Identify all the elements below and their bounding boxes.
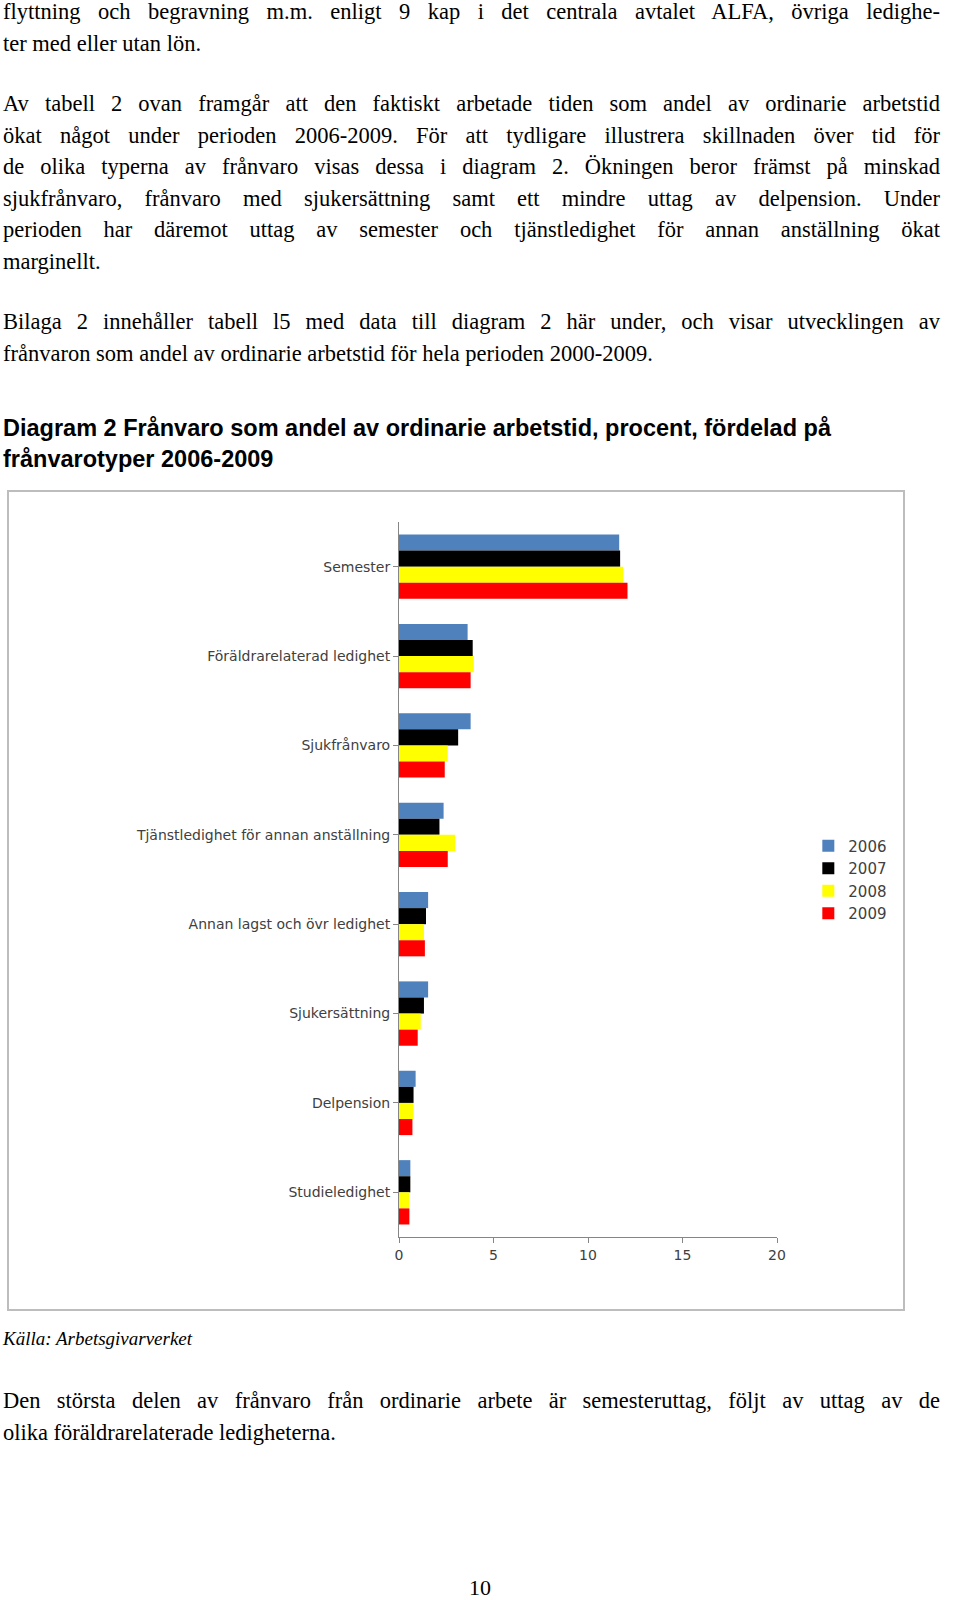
svg-text:Annan lagst och övr ledighet: Annan lagst och övr ledighet xyxy=(189,916,391,932)
html-text:frånvarotyper 2006-2009: frånvarotyper 2006-2009 xyxy=(3,446,274,472)
svg-text:Tjänstledighet för annan anstä: Tjänstledighet för annan anställning xyxy=(136,827,390,843)
html-text:ter med eller utan lön.: ter med eller utan lön. xyxy=(3,30,202,56)
svg-text:0: 0 xyxy=(395,1247,404,1263)
html-text:Den största delen av frånvaro: Den största delen av frånvaro från ordin… xyxy=(3,1388,940,1413)
svg-text:Delpension: Delpension xyxy=(312,1095,390,1111)
svg-text:10: 10 xyxy=(579,1247,597,1263)
svg-text:2007: 2007 xyxy=(848,860,886,878)
html-text:Bilaga 2 innehåller tabell l5: Bilaga 2 innehåller tabell l5 med data t… xyxy=(3,309,940,334)
html-text:marginellt.: marginellt. xyxy=(3,248,101,274)
html-text:de olika typerna av frånvaro v: de olika typerna av frånvaro visas dessa… xyxy=(3,154,940,179)
html-text:perioden har däremot uttag av: perioden har däremot uttag av semester o… xyxy=(3,217,940,242)
svg-text:2009: 2009 xyxy=(848,905,886,923)
svg-text:Sjukfrånvaro: Sjukfrånvaro xyxy=(301,737,390,753)
html-text:Av tabell 2 ovan framgår att d: Av tabell 2 ovan framgår att den faktisk… xyxy=(3,91,940,116)
svg-text:Sjukersättning: Sjukersättning xyxy=(289,1005,390,1021)
html-text:ökat något under perioden 2006: ökat något under perioden 2006-2009. För… xyxy=(3,122,940,148)
html-text:frånvaron som andel av ordinar: frånvaron som andel av ordinarie arbetst… xyxy=(3,340,653,366)
svg-text:15: 15 xyxy=(674,1247,692,1263)
html-text:flyttning och begravning m.m.: flyttning och begravning m.m. enligt 9 k… xyxy=(3,0,940,24)
html-text:10: 10 xyxy=(469,1575,491,1600)
html-text:Diagram 2 Frånvaro som andel a: Diagram 2 Frånvaro som andel av ordinari… xyxy=(3,415,831,441)
svg-text:2006: 2006 xyxy=(848,838,886,856)
html-text:olika föräldrarelaterade ledig: olika föräldrarelaterade ledigheterna. xyxy=(3,1419,336,1445)
svg-text:20: 20 xyxy=(768,1247,786,1263)
svg-text:Semester: Semester xyxy=(323,559,390,575)
svg-text:5: 5 xyxy=(489,1247,498,1263)
svg-text:2008: 2008 xyxy=(848,883,886,901)
html-text:Källa: Arbetsgivarverket: Källa: Arbetsgivarverket xyxy=(3,1328,193,1349)
svg-text:Föräldrarelaterad ledighet: Föräldrarelaterad ledighet xyxy=(207,648,391,664)
html-text:sjukfrånvaro, frånvaro med sju: sjukfrånvaro, frånvaro med sjukersättnin… xyxy=(3,185,940,211)
svg-text:Studieledighet: Studieledighet xyxy=(288,1184,390,1200)
